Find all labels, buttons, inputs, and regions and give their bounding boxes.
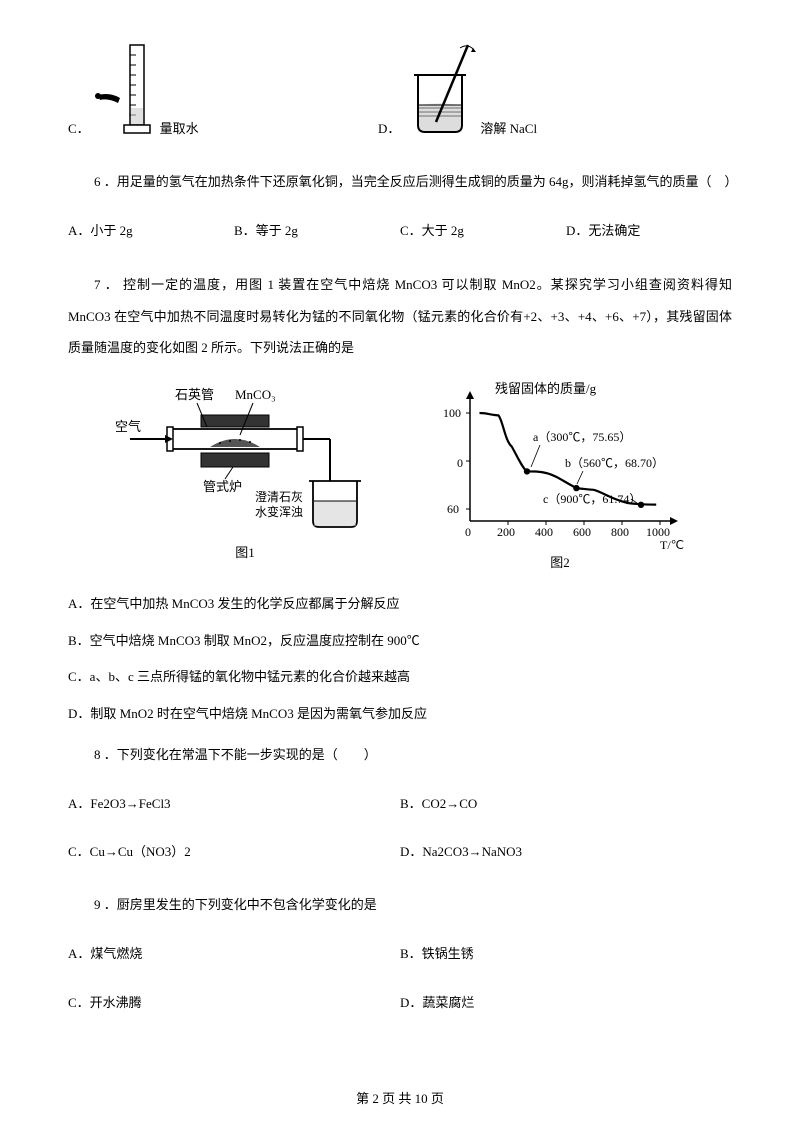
q9-options-row2: C．开水沸腾 D．蔬菜腐烂 — [68, 993, 732, 1014]
q7-figures: 石英管 MnCO₃ 空气 管式炉 澄清石灰 水变浑浊 图1 残留固体的质量/g — [68, 381, 732, 574]
svg-text:c（900℃，61.74）: c（900℃，61.74） — [543, 492, 641, 506]
fig1-label: 图1 — [115, 543, 375, 564]
fig2-label: 图2 — [435, 553, 685, 574]
q7-option-a: A．在空气中加热 MnCO3 发生的化学反应都属于分解反应 — [68, 594, 732, 615]
q5-option-c: C． 量取水 — [68, 40, 378, 140]
q9-option-b: B．铁锅生锈 — [400, 944, 732, 965]
option-text: 量取水 — [160, 119, 199, 140]
graduated-cylinder-icon — [90, 40, 160, 140]
option-prefix: D． — [378, 119, 400, 140]
q7-option-c: C．a、b、c 三点所得锰的氧化物中锰元素的化合价越来越高 — [68, 667, 732, 688]
air-label: 空气 — [115, 419, 141, 434]
limewater-label-2: 水变浑浊 — [255, 504, 303, 519]
svg-text:b（560℃，68.70）: b（560℃，68.70） — [565, 456, 664, 470]
chart-title: 残留固体的质量/g — [495, 381, 597, 396]
svg-text:0: 0 — [457, 456, 463, 470]
q9-option-d: D．蔬菜腐烂 — [400, 993, 732, 1014]
svg-text:60: 60 — [447, 502, 459, 516]
svg-text:0: 0 — [465, 525, 471, 539]
svg-text:T/℃: T/℃ — [660, 538, 684, 551]
q6-option-a: A．小于 2g — [68, 221, 234, 242]
q9-option-a: A．煤气燃烧 — [68, 944, 400, 965]
apparatus-diagram-icon: 石英管 MnCO₃ 空气 管式炉 澄清石灰 水变浑浊 — [115, 381, 375, 541]
q8-options-row1: A．Fe2O3→FeCl3 B．CO2→CO — [68, 794, 732, 815]
svg-text:a（300℃，75.65）: a（300℃，75.65） — [533, 430, 631, 444]
q8-options-row2: C．Cu→Cu（NO3）2 D．Na2CO3→NaNO3 — [68, 842, 732, 863]
q6-option-c: C．大于 2g — [400, 221, 566, 242]
svg-text:800: 800 — [611, 525, 629, 539]
beaker-stir-icon — [400, 40, 480, 140]
page-footer: 第 2 页 共 10 页 — [0, 1089, 800, 1110]
q6-options: A．小于 2g B．等于 2g C．大于 2g D．无法确定 — [68, 221, 732, 242]
mass-temp-chart: 残留固体的质量/g 60 100 0 0 200 400 600 800 100… — [435, 381, 685, 551]
option-prefix: C． — [68, 119, 90, 140]
svg-text:200: 200 — [497, 525, 515, 539]
q8-option-b: B．CO2→CO — [400, 794, 732, 815]
limewater-label-1: 澄清石灰 — [255, 489, 303, 504]
q7-options: A．在空气中加热 MnCO3 发生的化学反应都属于分解反应 B．空气中焙烧 Mn… — [68, 594, 732, 725]
mnco3-label: MnCO₃ — [235, 387, 276, 402]
q8-option-a: A．Fe2O3→FeCl3 — [68, 794, 400, 815]
svg-text:100: 100 — [443, 406, 461, 420]
q9-options-row1: A．煤气燃烧 B．铁锅生锈 — [68, 944, 732, 965]
q5-options-cd: C． 量取水 D． 溶解 NaCl — [68, 40, 732, 140]
q9-text: 9 ．厨房里发生的下列变化中不包含化学变化的是 — [68, 891, 732, 920]
q8-option-c: C．Cu→Cu（NO3）2 — [68, 842, 400, 863]
q9-option-c: C．开水沸腾 — [68, 993, 400, 1014]
quartz-tube-label: 石英管 — [175, 387, 214, 402]
furnace-label: 管式炉 — [203, 479, 242, 494]
q5-option-d: D． 溶解 NaCl — [378, 40, 537, 140]
svg-text:400: 400 — [535, 525, 553, 539]
figure-2: 残留固体的质量/g 60 100 0 0 200 400 600 800 100… — [435, 381, 685, 574]
q6-option-d: D．无法确定 — [566, 221, 732, 242]
q8-option-d: D．Na2CO3→NaNO3 — [400, 842, 732, 863]
svg-text:600: 600 — [573, 525, 591, 539]
q7-option-d: D．制取 MnO2 时在空气中焙烧 MnCO3 是因为需氧气参加反应 — [68, 704, 732, 725]
svg-text:1000: 1000 — [646, 525, 670, 539]
figure-1: 石英管 MnCO₃ 空气 管式炉 澄清石灰 水变浑浊 图1 — [115, 381, 375, 574]
option-text: 溶解 NaCl — [480, 119, 537, 140]
q7-option-b: B．空气中焙烧 MnCO3 制取 MnO2，反应温度应控制在 900℃ — [68, 631, 732, 652]
q6-option-b: B．等于 2g — [234, 221, 400, 242]
q8-text: 8 ．下列变化在常温下不能一步实现的是（ ） — [68, 741, 732, 770]
q6-text: 6 ．用足量的氢气在加热条件下还原氧化铜，当完全反应后测得生成铜的质量为 64g… — [68, 168, 732, 197]
q7-text: 7 ． 控制一定的温度，用图 1 装置在空气中焙烧 MnCO3 可以制取 MnO… — [68, 269, 732, 363]
